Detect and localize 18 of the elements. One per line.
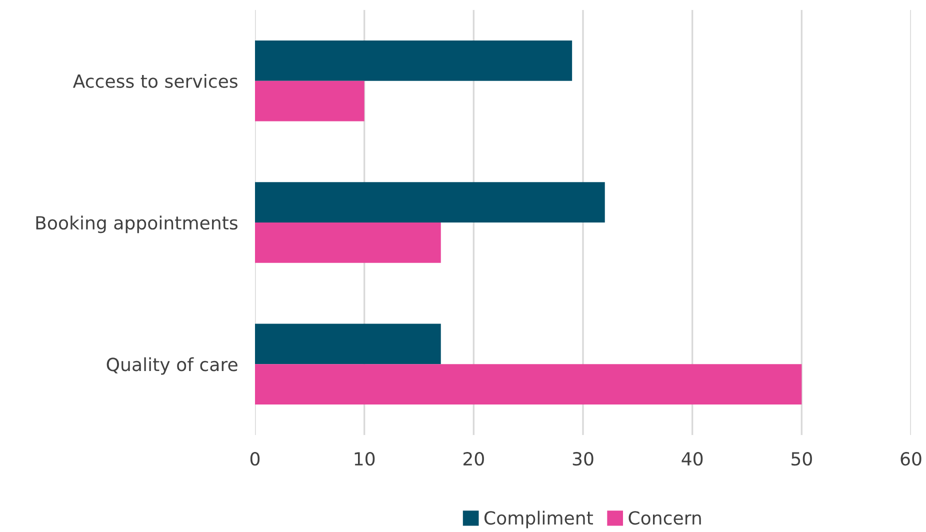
y-tick-label: Access to services	[72, 74, 238, 88]
y-tick-label: Quality of care	[106, 357, 238, 375]
bar	[255, 40, 572, 81]
bar	[255, 182, 605, 222]
x-tick-label: 30	[572, 452, 594, 466]
bar	[255, 80, 364, 122]
x-tick-label: 10	[354, 452, 375, 466]
legend-label: Compliment	[484, 510, 593, 528]
bar	[255, 364, 802, 405]
x-tick-label: 0	[250, 452, 260, 466]
x-tick-label: 20	[464, 452, 484, 466]
x-tick-label: 50	[792, 452, 812, 466]
x-tick-label: 60	[900, 452, 922, 466]
x-tick-label: 40	[682, 452, 703, 466]
bar	[255, 324, 441, 364]
y-tick-label: Booking appointments	[36, 216, 238, 234]
bar	[255, 222, 441, 263]
legend-label: Concern	[628, 511, 701, 525]
